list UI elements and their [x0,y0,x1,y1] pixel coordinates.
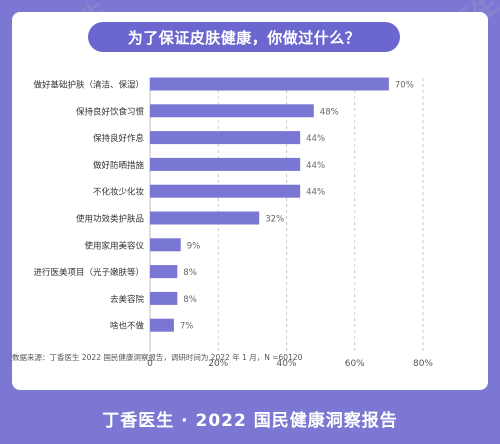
category-label: 做好基础护肤（清洁、保湿） [33,80,144,91]
bar [150,265,178,279]
value-label: 44% [306,188,325,198]
x-tick-label: 80% [413,359,433,369]
value-label: 7% [180,322,194,332]
category-label: 啥也不做 [110,321,145,332]
bar [150,104,314,118]
x-tick-label: 0 [147,359,153,369]
x-tick-label: 40% [276,359,296,369]
category-label: 去美容院 [110,294,145,305]
x-tick-label: 60% [345,359,365,369]
chart-card [12,12,488,390]
category-label: 不化妆少化妆 [93,187,145,198]
x-tick-label: 20% [208,359,228,369]
category-label: 做好防晒措施 [93,160,145,171]
bar [150,291,178,305]
category-label: 使用功效类护肤品 [76,214,144,225]
bar [150,211,260,225]
value-label: 44% [306,161,325,171]
chart-title: 为了保证皮肤健康，你做过什么？ [88,22,400,52]
value-label: 8% [183,295,197,305]
value-label: 32% [265,215,284,225]
bar [150,157,301,171]
value-label: 8% [183,268,197,278]
bar [150,77,389,91]
category-label: 保持良好作息 [93,133,145,144]
footer-title: 丁香医生 · 2022 国民健康洞察报告 [102,410,398,431]
category-label: 使用家用美容仪 [84,240,144,251]
bar [150,318,174,332]
bar [150,184,301,198]
bar [150,131,301,145]
value-label: 70% [395,81,414,91]
value-label: 44% [306,134,325,144]
category-label: 进行医美项目（光子嫩肤等） [33,267,144,278]
category-label: 保持良好饮食习惯 [76,106,145,117]
value-label: 9% [187,241,201,251]
source-note: 数据来源：丁香医生 2022 国民健康洞察报告，调研时间为 2022 年 1 月… [12,353,303,362]
value-label: 48% [320,107,339,117]
bar [150,238,181,252]
